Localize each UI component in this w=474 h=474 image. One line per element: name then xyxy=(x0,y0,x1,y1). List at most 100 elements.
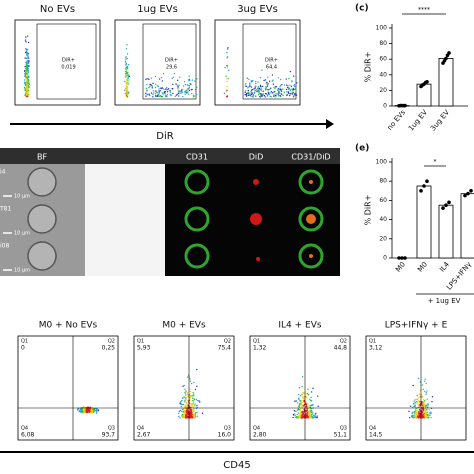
event-dot xyxy=(125,58,127,60)
event-dot xyxy=(305,416,307,418)
event-dot xyxy=(423,400,426,402)
event-dot xyxy=(250,86,253,88)
quadrant-name: Q1 xyxy=(137,339,144,345)
event-dot xyxy=(280,89,282,92)
event-dot xyxy=(166,90,169,93)
event-dot xyxy=(186,403,188,405)
event-dot xyxy=(416,403,419,405)
event-dot xyxy=(193,381,195,383)
event-dot xyxy=(226,66,229,68)
event-dot xyxy=(302,405,305,407)
merge-spot xyxy=(309,180,313,184)
event-dot xyxy=(163,92,165,94)
event-dot xyxy=(225,90,227,93)
event-dot xyxy=(194,417,196,419)
replicate-dot xyxy=(444,56,448,61)
arrow-head xyxy=(326,119,334,129)
event-dot xyxy=(299,394,302,397)
event-dot xyxy=(182,385,184,387)
scale-label: 10 μm xyxy=(14,268,30,274)
event-dot xyxy=(146,90,148,92)
event-dot xyxy=(148,78,150,81)
event-dot xyxy=(288,77,290,80)
event-dot xyxy=(316,416,318,419)
event-dot xyxy=(193,410,195,413)
event-dot xyxy=(417,410,419,413)
event-dot xyxy=(262,90,264,92)
plot-title: No EVs xyxy=(40,4,75,15)
event-dot xyxy=(165,89,168,91)
y-tick-label: 60 xyxy=(379,197,387,204)
event-dot xyxy=(414,409,417,411)
event-dot xyxy=(190,413,193,415)
event-dot xyxy=(264,92,267,95)
event-dot xyxy=(289,88,291,90)
quadrant-name: Q4 xyxy=(21,426,28,432)
event-dot xyxy=(422,408,424,411)
y-tick-label: 0 xyxy=(383,103,387,110)
event-dot xyxy=(412,403,415,405)
event-dot xyxy=(97,409,100,412)
event-dot xyxy=(272,79,274,81)
event-dot xyxy=(427,416,430,419)
event-dot xyxy=(125,68,127,70)
event-dot xyxy=(245,92,248,95)
event-dot xyxy=(303,398,305,400)
event-dot xyxy=(185,405,187,407)
event-dot xyxy=(431,400,433,403)
event-dot xyxy=(310,408,312,410)
event-dot xyxy=(25,72,27,74)
event-dot xyxy=(298,416,301,418)
event-dot xyxy=(255,82,257,85)
event-dot xyxy=(177,86,180,88)
event-dot xyxy=(296,417,298,419)
event-dot xyxy=(430,416,432,419)
event-dot xyxy=(190,382,193,385)
event-dot xyxy=(226,89,228,92)
event-dot xyxy=(277,93,279,95)
event-dot xyxy=(293,409,295,412)
scale-label: 10 μm xyxy=(14,231,30,237)
event-dot xyxy=(426,404,429,406)
event-dot xyxy=(189,378,191,380)
merge-cell xyxy=(298,243,324,269)
event-dot xyxy=(254,87,257,89)
event-dot xyxy=(267,76,269,78)
event-dot xyxy=(277,89,279,92)
event-dot xyxy=(425,404,427,406)
event-dot xyxy=(421,394,423,396)
event-dot xyxy=(430,411,432,413)
event-dot xyxy=(260,88,262,91)
replicate-dot xyxy=(469,189,473,193)
event-dot xyxy=(272,83,275,85)
y-tick-label: 40 xyxy=(379,71,387,78)
event-dot xyxy=(412,411,414,414)
event-dot xyxy=(25,95,28,98)
event-dot xyxy=(279,88,281,91)
event-dot xyxy=(292,88,295,91)
event-dot xyxy=(191,79,194,81)
event-dot xyxy=(247,89,249,92)
event-dot xyxy=(310,414,313,416)
event-dot xyxy=(303,396,306,398)
event-dot xyxy=(27,48,29,51)
event-dot xyxy=(198,400,200,402)
event-dot xyxy=(422,388,424,390)
event-dot xyxy=(408,417,411,419)
event-dot xyxy=(26,64,28,67)
event-dot xyxy=(266,84,268,86)
event-dot xyxy=(159,89,161,92)
quadrant-value: 93,7 xyxy=(102,432,116,439)
event-dot xyxy=(24,73,26,75)
event-dot xyxy=(158,88,160,90)
bar xyxy=(438,204,454,259)
event-dot xyxy=(248,78,250,81)
event-dot xyxy=(183,80,186,83)
header-strip xyxy=(0,148,340,164)
event-dot xyxy=(199,401,201,403)
event-dot xyxy=(245,90,247,92)
event-dot xyxy=(421,396,424,398)
event-dot xyxy=(258,91,260,94)
event-dot xyxy=(187,93,190,95)
replicate-dot xyxy=(444,203,448,207)
